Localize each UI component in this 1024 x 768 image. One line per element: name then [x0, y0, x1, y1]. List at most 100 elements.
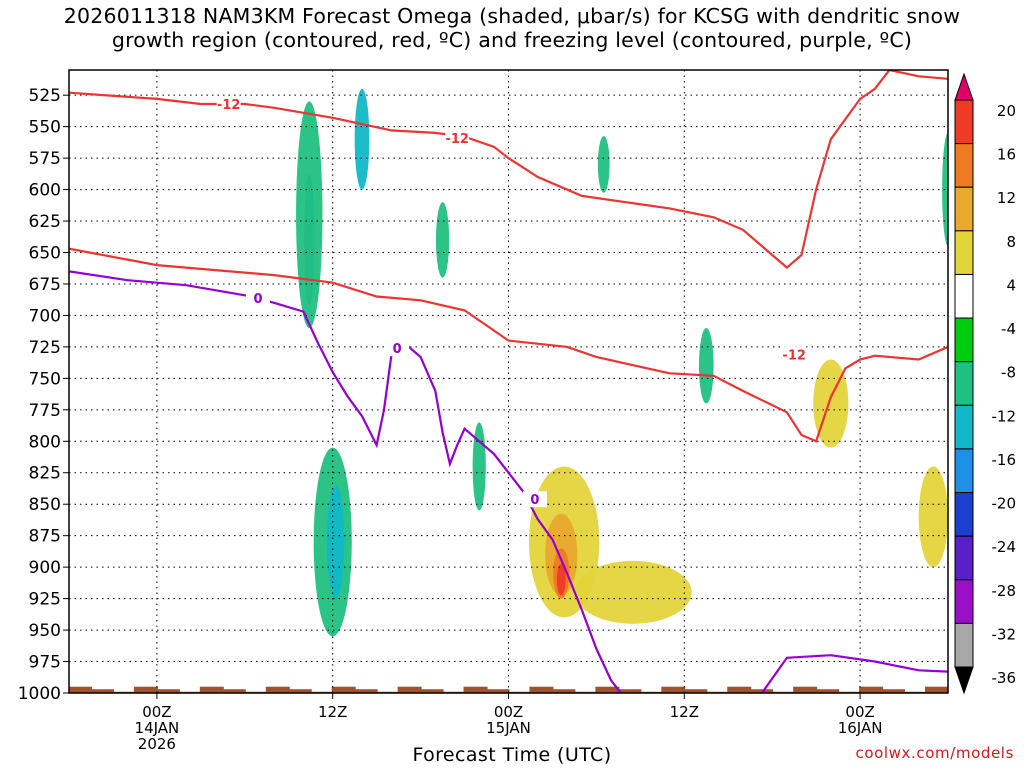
- contour-2: [69, 270, 623, 693]
- contour-label-upper-a: -12: [217, 98, 241, 113]
- y-tick-label-600: 600: [29, 181, 61, 201]
- terrain-mark-21: [529, 686, 554, 693]
- y-tick-label-625: 625: [29, 212, 61, 232]
- colorbar-box-3: [954, 230, 974, 275]
- y-tick-label-725: 725: [29, 338, 61, 358]
- terrain-mark-24: [595, 686, 620, 693]
- colorbar-box-7: [954, 404, 974, 450]
- colorbar-box-8: [954, 448, 974, 494]
- x-tick-label-54-1: 16JAN: [838, 719, 883, 737]
- colorbar-label-2: 12: [997, 189, 1016, 207]
- x-tick-label-54-0: 00Z: [845, 703, 874, 721]
- y-tick-label-675: 675: [29, 275, 61, 295]
- y-tick-label-650: 650: [29, 243, 61, 263]
- x-tick-label-6-1: 14JAN: [135, 719, 180, 737]
- x-axis-label: Forecast Time (UTC): [412, 744, 612, 766]
- terrain-mark-15: [397, 686, 422, 693]
- terrain-mark-33: [793, 686, 818, 693]
- y-tick-label-750: 750: [29, 369, 61, 389]
- terrain-mark-12: [331, 686, 356, 693]
- terrain-mark-7: [221, 689, 246, 693]
- y-tick-label-850: 850: [29, 495, 61, 515]
- colorbar-label-7: -12: [992, 407, 1017, 425]
- y-tick-label-700: 700: [29, 306, 61, 326]
- y-tick-label-1000: 1000: [18, 684, 61, 704]
- terrain-mark-13: [353, 689, 378, 693]
- colorbar-label-5: -4: [1001, 320, 1016, 338]
- y-tick-label-575: 575: [29, 149, 61, 169]
- chart-title-line-2: growth region (contoured, red, ºC) and f…: [111, 28, 913, 52]
- terrain-mark-37: [881, 689, 906, 693]
- terrain-mark-25: [617, 689, 642, 693]
- terrain-mark-27: [661, 686, 686, 693]
- contour-1: [69, 70, 948, 270]
- colorbar-label-11: -28: [992, 582, 1017, 600]
- x-tick-label-30-0: 00Z: [494, 703, 523, 721]
- contour-label-freezing-b: 0: [393, 342, 402, 357]
- colorbar-box-1: [954, 143, 974, 188]
- x-tick-label-6-0: 00Z: [142, 703, 171, 721]
- x-tick-label-6-2: 2026: [138, 735, 176, 753]
- omega-shade-16: [918, 466, 948, 568]
- y-tick-label-800: 800: [29, 432, 61, 452]
- omega-shade-6: [472, 422, 486, 511]
- terrain-mark-10: [287, 689, 312, 693]
- colorbar-label-10: -24: [992, 538, 1017, 556]
- terrain-mark-31: [749, 689, 774, 693]
- colorbar-label-8: -16: [992, 451, 1017, 469]
- chart-title: 2026011318 NAM3KM Forecast Omega (shaded…: [0, 4, 1024, 52]
- omega-shade-14: [574, 560, 692, 624]
- colorbar-label-1: 16: [997, 146, 1016, 164]
- credit-link[interactable]: coolwx.com/models: [855, 744, 1014, 762]
- terrain-mark-1: [89, 689, 114, 693]
- omega-shade-5: [435, 202, 450, 278]
- terrain-mark-30: [727, 686, 752, 693]
- colorbar-label-6: -8: [1001, 364, 1016, 382]
- terrain-mark-6: [199, 686, 224, 693]
- colorbar-box-2: [954, 186, 974, 232]
- contour-label-lower: -12: [782, 348, 806, 363]
- y-tick-label-550: 550: [29, 118, 61, 138]
- contour-label-freezing-b-bg: [385, 340, 410, 357]
- y-tick-label-950: 950: [29, 621, 61, 641]
- colorbar-label-3: 8: [1006, 233, 1016, 251]
- terrain-mark-9: [265, 686, 290, 693]
- colorbar-label-13: -36: [992, 669, 1017, 687]
- terrain-mark-39: [925, 686, 948, 693]
- y-tick-label-775: 775: [29, 401, 61, 421]
- colorbar-box-6: [954, 361, 974, 406]
- omega-shade-8: [698, 328, 714, 404]
- colorbar-box-9: [954, 492, 974, 537]
- omega-shade-1: [296, 101, 323, 329]
- colorbar-arrow-bottom: [954, 666, 974, 695]
- plot-area: [69, 70, 948, 693]
- colorbar-box-12: [954, 622, 974, 668]
- contour-label-upper-b: -12: [445, 132, 469, 147]
- terrain-mark-4: [155, 689, 180, 693]
- x-tick-label-30-1: 15JAN: [486, 719, 531, 737]
- contour-3: [760, 654, 948, 693]
- omega-shade-9: [942, 132, 948, 247]
- y-tick-label-925: 925: [29, 590, 61, 610]
- colorbar-arrow-top: [954, 72, 974, 101]
- omega-shade-4: [354, 88, 370, 190]
- contour-label-freezing-c-bg: [522, 491, 547, 508]
- contour-label-lower-bg: [782, 346, 807, 363]
- terrain-mark-34: [815, 689, 840, 693]
- terrain-mark-28: [683, 689, 708, 693]
- colorbar-box-4: [954, 273, 974, 319]
- terrain-mark-36: [859, 686, 884, 693]
- omega-shade-7: [597, 136, 610, 193]
- y-tick-label-875: 875: [29, 527, 61, 547]
- colorbar-label-12: -32: [992, 625, 1017, 643]
- colorbar-label-4: 4: [1006, 276, 1016, 294]
- contour-label-upper-a-bg: [216, 95, 241, 112]
- colorbar-box-0: [954, 99, 974, 145]
- chart-title-line-1: 2026011318 NAM3KM Forecast Omega (shaded…: [63, 4, 961, 28]
- y-tick-label-825: 825: [29, 464, 61, 484]
- contour-0: [69, 247, 948, 443]
- omega-shade-13: [556, 563, 566, 596]
- y-tick-label-900: 900: [29, 558, 61, 578]
- y-tick-label-975: 975: [29, 653, 61, 673]
